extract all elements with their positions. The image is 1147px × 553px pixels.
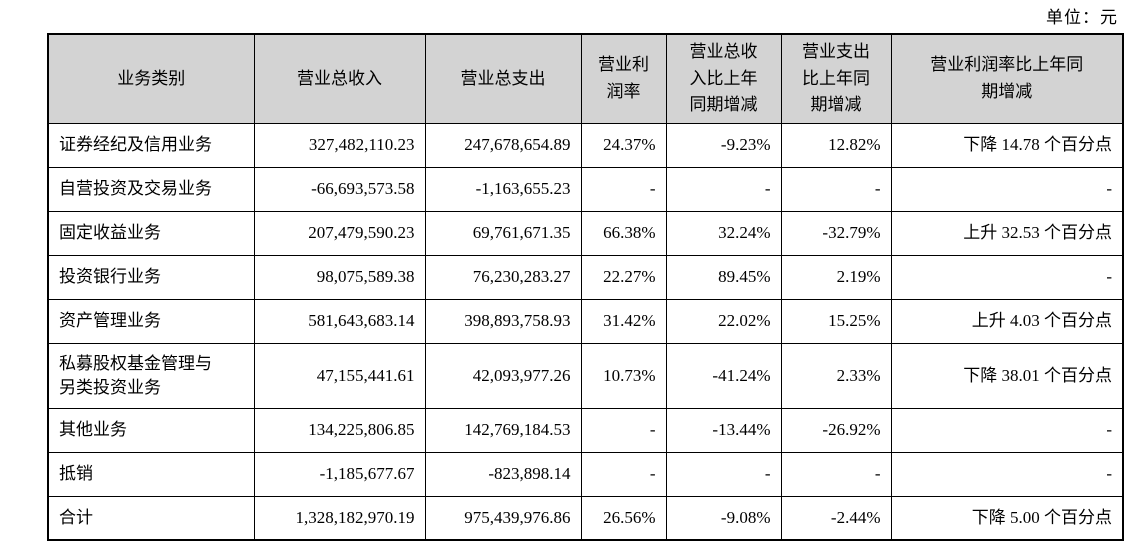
cell-expense: 69,761,671.35 — [424, 210, 582, 256]
cell-margin-yoy: - — [890, 407, 1124, 453]
table-row: 固定收益业务 207,479,590.23 69,761,671.35 66.3… — [47, 210, 1124, 256]
cell-margin: 22.27% — [580, 254, 667, 300]
cell-revenue: 207,479,590.23 — [253, 210, 426, 256]
cell-margin: 31.42% — [580, 298, 667, 344]
cell-margin: - — [580, 166, 667, 212]
cell-category: 投资银行业务 — [47, 254, 255, 300]
cell-revenue-yoy: -9.08% — [665, 495, 782, 541]
table-row: 资产管理业务 581,643,683.14 398,893,758.93 31.… — [47, 298, 1124, 344]
cell-revenue: 327,482,110.23 — [253, 122, 426, 168]
cell-category: 自营投资及交易业务 — [47, 166, 255, 212]
column-header-total-revenue: 营业总收入 — [253, 33, 426, 124]
cell-expense-yoy: 15.25% — [780, 298, 892, 344]
cell-expense: 76,230,283.27 — [424, 254, 582, 300]
column-header-revenue-yoy: 营业总收 入比上年 同期增减 — [665, 33, 782, 124]
table-row: 投资银行业务 98,075,589.38 76,230,283.27 22.27… — [47, 254, 1124, 300]
cell-margin-yoy: 下降 14.78 个百分点 — [890, 122, 1124, 168]
cell-margin: 24.37% — [580, 122, 667, 168]
cell-margin-yoy: 下降 5.00 个百分点 — [890, 495, 1124, 541]
cell-expense: 247,678,654.89 — [424, 122, 582, 168]
cell-revenue-yoy: 89.45% — [665, 254, 782, 300]
cell-expense-yoy: - — [780, 166, 892, 212]
cell-margin: 66.38% — [580, 210, 667, 256]
cell-revenue-yoy: 32.24% — [665, 210, 782, 256]
cell-revenue-yoy: -13.44% — [665, 407, 782, 453]
header-row: 业务类别 营业总收入 营业总支出 营业利 润率 营业总收 入比上年 同期增减 营… — [47, 33, 1124, 124]
cell-expense: 142,769,184.53 — [424, 407, 582, 453]
cell-category: 固定收益业务 — [47, 210, 255, 256]
column-header-total-expense: 营业总支出 — [424, 33, 582, 124]
cell-revenue: 98,075,589.38 — [253, 254, 426, 300]
cell-expense: -1,163,655.23 — [424, 166, 582, 212]
cell-revenue-yoy: -41.24% — [665, 342, 782, 409]
cell-expense: 398,893,758.93 — [424, 298, 582, 344]
unit-label: 单位：元 — [1046, 8, 1118, 27]
cell-expense-yoy: -2.44% — [780, 495, 892, 541]
cell-revenue: 1,328,182,970.19 — [253, 495, 426, 541]
cell-revenue: -1,185,677.67 — [253, 451, 426, 497]
cell-revenue-yoy: - — [665, 451, 782, 497]
cell-revenue-yoy: 22.02% — [665, 298, 782, 344]
cell-revenue: 47,155,441.61 — [253, 342, 426, 409]
cell-revenue: 134,225,806.85 — [253, 407, 426, 453]
cell-category: 其他业务 — [47, 407, 255, 453]
column-header-business-type: 业务类别 — [47, 33, 255, 124]
table-row-total: 合计 1,328,182,970.19 975,439,976.86 26.56… — [47, 495, 1124, 541]
cell-expense-yoy: 2.33% — [780, 342, 892, 409]
cell-margin: - — [580, 407, 667, 453]
cell-category: 合计 — [47, 495, 255, 541]
cell-margin-yoy: - — [890, 166, 1124, 212]
table-row: 自营投资及交易业务 -66,693,573.58 -1,163,655.23 -… — [47, 166, 1124, 212]
cell-margin-yoy: 上升 4.03 个百分点 — [890, 298, 1124, 344]
column-header-operating-margin: 营业利 润率 — [580, 33, 667, 124]
cell-expense: 42,093,977.26 — [424, 342, 582, 409]
cell-category: 私募股权基金管理与 另类投资业务 — [47, 342, 255, 409]
cell-category: 资产管理业务 — [47, 298, 255, 344]
column-header-expense-yoy: 营业支出 比上年同 期增减 — [780, 33, 892, 124]
cell-margin-yoy: - — [890, 254, 1124, 300]
column-header-margin-yoy: 营业利润率比上年同 期增减 — [890, 33, 1124, 124]
cell-expense-yoy: -26.92% — [780, 407, 892, 453]
cell-category: 抵销 — [47, 451, 255, 497]
cell-expense-yoy: 2.19% — [780, 254, 892, 300]
cell-margin: 26.56% — [580, 495, 667, 541]
cell-expense: 975,439,976.86 — [424, 495, 582, 541]
cell-expense: -823,898.14 — [424, 451, 582, 497]
cell-margin-yoy: 上升 32.53 个百分点 — [890, 210, 1124, 256]
cell-expense-yoy: - — [780, 451, 892, 497]
cell-margin: - — [580, 451, 667, 497]
cell-revenue: 581,643,683.14 — [253, 298, 426, 344]
business-segment-table: 业务类别 营业总收入 营业总支出 营业利 润率 营业总收 入比上年 同期增减 营… — [47, 33, 1124, 541]
cell-category: 证券经纪及信用业务 — [47, 122, 255, 168]
cell-revenue: -66,693,573.58 — [253, 166, 426, 212]
cell-expense-yoy: -32.79% — [780, 210, 892, 256]
table-row: 抵销 -1,185,677.67 -823,898.14 - - - - — [47, 451, 1124, 497]
cell-margin-yoy: 下降 38.01 个百分点 — [890, 342, 1124, 409]
cell-margin: 10.73% — [580, 342, 667, 409]
table-row: 其他业务 134,225,806.85 142,769,184.53 - -13… — [47, 407, 1124, 453]
cell-margin-yoy: - — [890, 451, 1124, 497]
table-row: 私募股权基金管理与 另类投资业务 47,155,441.61 42,093,97… — [47, 342, 1124, 409]
table-row: 证券经纪及信用业务 327,482,110.23 247,678,654.89 … — [47, 122, 1124, 168]
cell-expense-yoy: 12.82% — [780, 122, 892, 168]
cell-revenue-yoy: -9.23% — [665, 122, 782, 168]
cell-revenue-yoy: - — [665, 166, 782, 212]
